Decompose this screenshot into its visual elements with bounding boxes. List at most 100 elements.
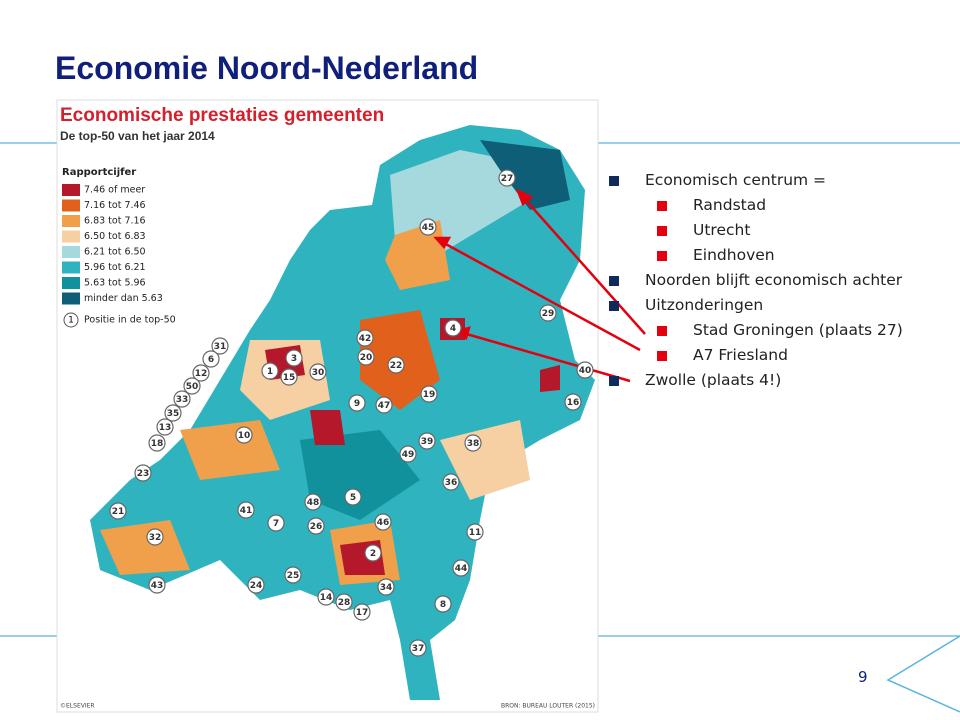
rank-circle <box>309 363 327 381</box>
rank-label: 22 <box>390 361 403 371</box>
rank-label: 17 <box>356 608 369 618</box>
rank-circle <box>344 488 362 506</box>
rank-circle <box>317 588 335 606</box>
rank-label: 27 <box>501 174 514 184</box>
map-title: Economische prestaties gemeenten <box>60 105 384 126</box>
rank-circle <box>444 319 462 337</box>
rank-circle <box>434 595 452 613</box>
slide-title: Economie Noord-Nederland <box>55 50 479 86</box>
rank-circle <box>576 361 594 379</box>
rank-circle <box>348 394 366 412</box>
rank-label: 13 <box>159 423 172 433</box>
rank-label: 7 <box>273 519 279 529</box>
rank-circle <box>285 349 303 367</box>
rank-circle <box>377 578 395 596</box>
legend-title: Rapportcijfer <box>62 167 136 178</box>
legend-swatch <box>62 246 80 258</box>
rank-label: 46 <box>377 518 390 528</box>
rank-circle <box>267 514 285 532</box>
legend-swatch <box>62 230 80 243</box>
rank-circle <box>304 493 322 511</box>
legend-swatch <box>62 261 80 274</box>
rank-label: 14 <box>320 593 333 603</box>
position-symbol-circle <box>63 312 79 328</box>
position-symbol: 1 <box>68 316 74 326</box>
legend-swatch <box>62 184 80 196</box>
rank-label: 16 <box>567 398 580 408</box>
rank-circle <box>539 304 557 322</box>
rank-circle <box>442 473 460 491</box>
rank-label: 34 <box>380 583 393 593</box>
arrows <box>433 188 646 383</box>
rank-circle <box>146 528 164 546</box>
rank-circle <box>247 576 265 594</box>
rank-label: 21 <box>112 507 125 517</box>
bullet-list: Economisch centrum = Randstad Utrecht Eindh… <box>606 168 903 393</box>
legend-label: minder dan 5.63 <box>84 293 163 304</box>
rank-label: 38 <box>467 439 480 449</box>
rank-circle <box>466 523 484 541</box>
rank-label: 39 <box>421 437 434 447</box>
rank-circle <box>109 502 127 520</box>
rank-label: 43 <box>151 581 164 591</box>
rank-circle <box>164 404 182 422</box>
rank-circle <box>364 544 382 562</box>
rank-circle <box>353 603 371 621</box>
rank-circle <box>211 337 229 355</box>
rank-circle <box>235 426 253 444</box>
rank-circle <box>335 593 353 611</box>
legend-label: 7.16 tot 7.46 <box>84 200 146 211</box>
bullet: A7 Friesland <box>606 343 903 368</box>
rank-circle <box>202 350 220 368</box>
rank-circle <box>148 434 166 452</box>
rank-circle <box>307 517 325 535</box>
rank-circle <box>375 396 393 414</box>
rank-circle <box>464 434 482 452</box>
rank-label: 15 <box>283 373 296 383</box>
legend-label: 7.46 of meer <box>84 185 145 196</box>
legend-swatch <box>62 277 80 289</box>
rank-label: 2 <box>370 549 376 559</box>
rank-label: 8 <box>440 600 446 610</box>
rank-circle <box>419 218 437 236</box>
legend-label: 6.50 tot 6.83 <box>84 231 146 242</box>
rank-circle <box>387 356 405 374</box>
legend-label: 5.96 tot 6.21 <box>84 262 146 273</box>
rank-circle <box>156 418 174 436</box>
rank-circle <box>420 385 438 403</box>
rank-label: 30 <box>312 368 325 378</box>
rank-circle <box>134 464 152 482</box>
rank-label: 11 <box>469 528 482 538</box>
bullet: Randstad <box>606 193 903 218</box>
rank-label: 12 <box>195 369 208 379</box>
rank-label: 32 <box>149 533 162 543</box>
rank-label: 48 <box>307 498 320 508</box>
rank-label: 47 <box>378 401 391 411</box>
legend-swatch <box>62 292 80 305</box>
rank-circle <box>237 501 255 519</box>
rank-label: 6 <box>208 355 214 365</box>
legend-swatch <box>62 215 80 227</box>
rank-circle <box>284 566 302 584</box>
rank-label: 23 <box>137 469 150 479</box>
bullet: Noorden blijft economisch achter <box>606 268 903 293</box>
rank-circle <box>173 390 191 408</box>
map-credit: ©ELSEVIER <box>60 703 95 710</box>
rank-label: 19 <box>423 390 436 400</box>
rank-circle <box>374 513 392 531</box>
rank-label: 3 <box>291 354 297 364</box>
bullet: Zwolle (plaats 4!) <box>606 368 903 393</box>
legend-swatch <box>62 199 80 212</box>
legend-label: 6.21 tot 6.50 <box>84 247 146 258</box>
rank-circle <box>280 368 298 386</box>
page-number: 9 <box>858 668 868 686</box>
rank-label: 5 <box>350 493 356 503</box>
bullet: Utrecht <box>606 218 903 243</box>
rank-circle <box>452 559 470 577</box>
position-label: Positie in de top-50 <box>84 315 176 326</box>
rank-label: 49 <box>402 450 415 460</box>
bullet: Stad Groningen (plaats 27) <box>606 318 903 343</box>
legend-label: 5.63 tot 5.96 <box>84 278 146 289</box>
rank-label: 10 <box>238 431 251 441</box>
